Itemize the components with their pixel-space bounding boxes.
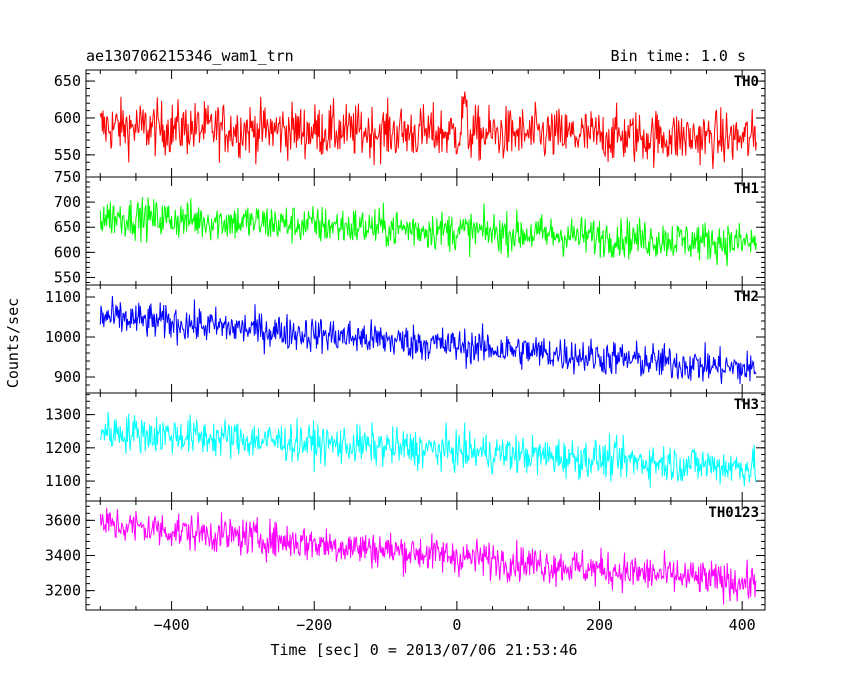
panel-label-th3: TH3 xyxy=(734,397,759,413)
y-tick-label: 3400 xyxy=(45,547,81,565)
y-tick-label: 1100 xyxy=(45,288,81,306)
bin-time-label: Bin time: 1.0 s xyxy=(611,47,746,65)
panel-th2: 900 1000 1100 TH2 xyxy=(45,284,766,394)
x-tick-label: 400 xyxy=(729,616,756,634)
series-line-th0123 xyxy=(99,507,757,605)
y-tick-label: 600 xyxy=(54,109,81,127)
y-tick-label: 550 xyxy=(54,146,81,164)
y-tick-label: 550 xyxy=(54,268,81,286)
x-tick-label: 200 xyxy=(586,616,613,634)
y-tick-label: 1300 xyxy=(45,406,81,424)
y-axis-title: Counts/sec xyxy=(4,298,22,388)
panels: 550 600 650 TH0 550 600 650 700 750 TH1 900 1000 110… xyxy=(45,69,766,611)
panel-label-th0: TH0 xyxy=(734,74,759,90)
panel-label-th0123: TH0123 xyxy=(708,505,759,521)
x-tick-label: −200 xyxy=(296,616,332,634)
series-line-th1 xyxy=(99,196,757,267)
panel-frame xyxy=(85,69,766,178)
series-line-th2 xyxy=(99,295,757,385)
y-tick-label: 3600 xyxy=(45,511,81,529)
x-tick-label: −400 xyxy=(154,616,190,634)
y-tick-label: 1100 xyxy=(45,472,81,490)
y-tick-label: 1000 xyxy=(45,328,81,346)
x-tick-label: 0 xyxy=(452,616,461,634)
panel-frame xyxy=(85,284,766,394)
panel-label-th2: TH2 xyxy=(734,289,759,305)
y-tick-label: 900 xyxy=(54,368,81,386)
series-line-th0 xyxy=(99,91,757,170)
y-tick-label: 750 xyxy=(54,168,81,186)
y-tick-label: 3200 xyxy=(45,582,81,600)
chart-title: ae130706215346_wam1_trn xyxy=(86,47,294,65)
y-tick-label: 600 xyxy=(54,243,81,261)
panel-th0: 550 600 650 TH0 xyxy=(54,69,766,178)
x-axis: −400 −200 0 200 400 xyxy=(154,616,756,634)
y-tick-label: 650 xyxy=(54,218,81,236)
y-tick-label: 1200 xyxy=(45,439,81,457)
panel-th0123: 3200 3400 3600 TH0123 xyxy=(45,500,766,611)
panel-label-th1: TH1 xyxy=(734,181,759,197)
x-axis-title: Time [sec] 0 = 2013/07/06 21:53:46 xyxy=(270,641,577,659)
y-tick-label: 650 xyxy=(54,72,81,90)
panel-th1: 550 600 650 700 750 TH1 xyxy=(54,168,766,286)
panel-th3: 1100 1200 1300 TH3 xyxy=(45,392,766,502)
y-tick-label: 700 xyxy=(54,193,81,211)
series-line-th3 xyxy=(99,411,757,488)
